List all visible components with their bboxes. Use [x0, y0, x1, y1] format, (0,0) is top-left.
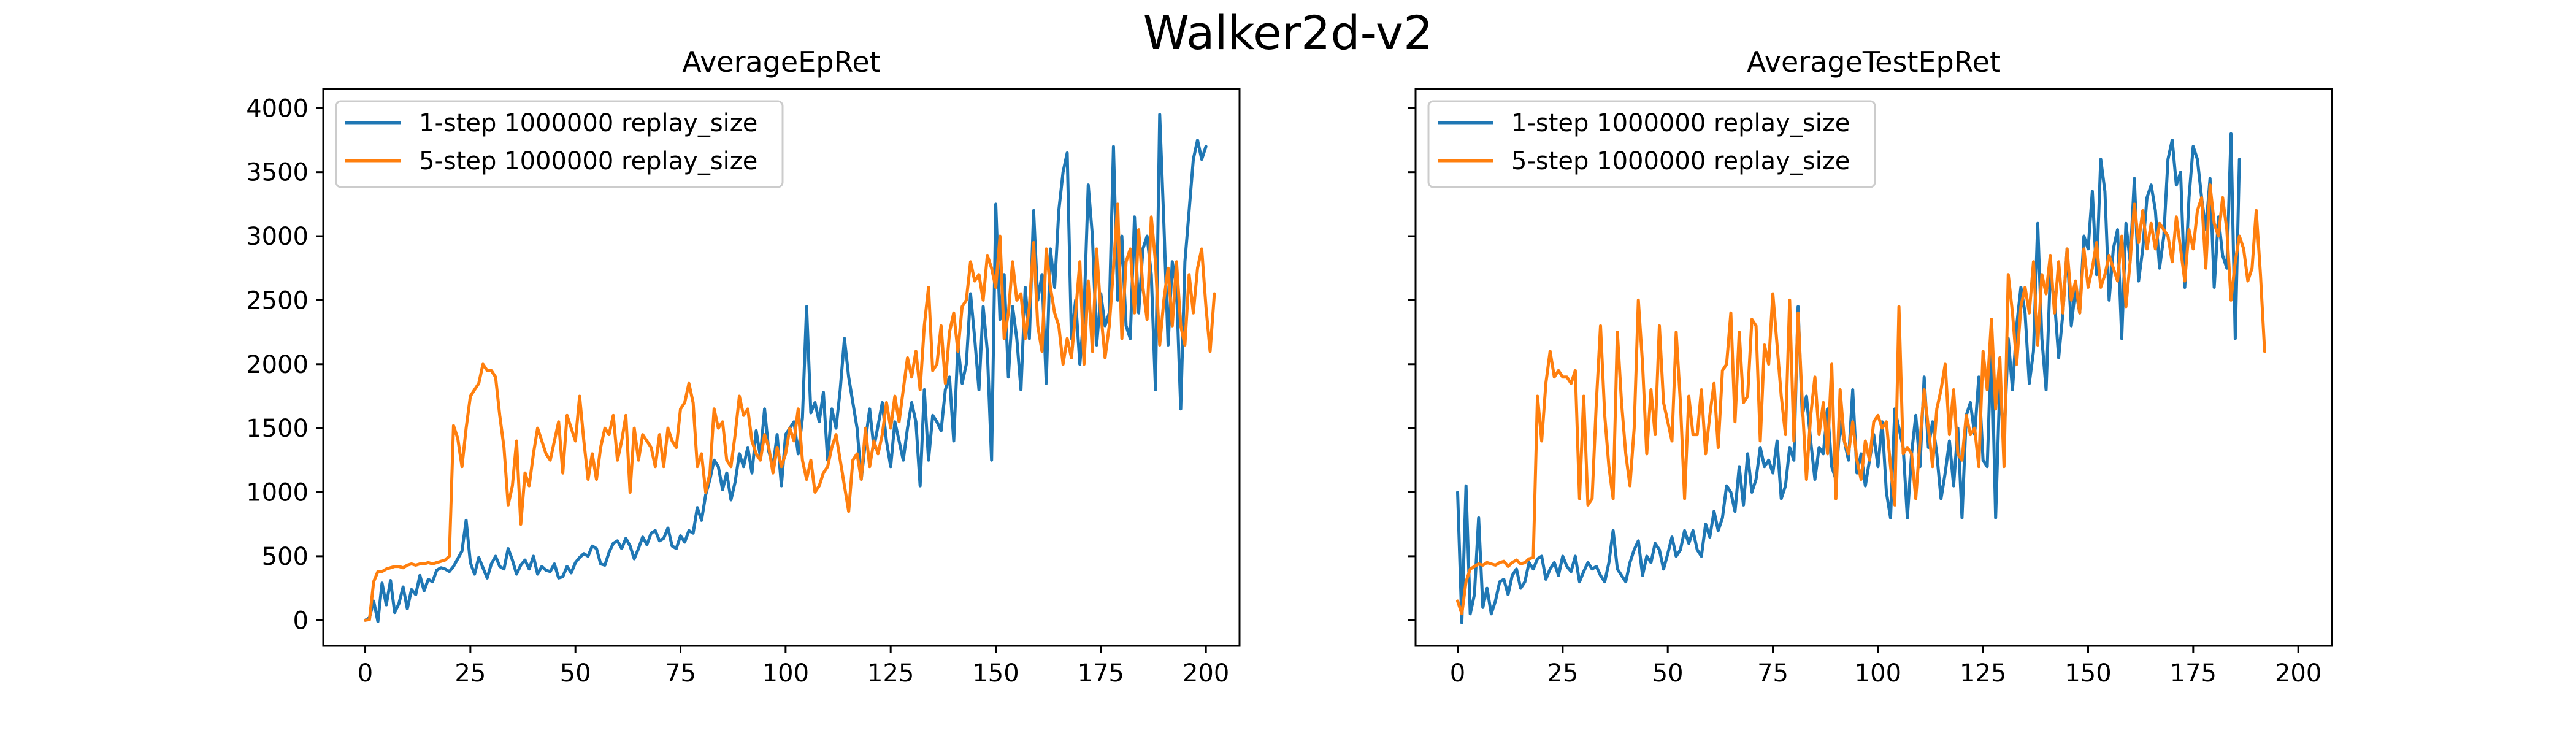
x-tick-label: 150 [2064, 659, 2111, 688]
x-tick-label: 175 [2170, 659, 2217, 688]
x-tick-label: 200 [1183, 659, 1229, 688]
series-line-2 [1456, 183, 2266, 616]
y-tick-label: 0 [293, 607, 309, 635]
legend-label-1: 1-step 1000000 replay_size [419, 109, 757, 137]
tick-layer: 0 25 50 75 100 125 150 175 200 [1408, 107, 2321, 688]
x-tick-label: 50 [560, 659, 591, 688]
panel-average-ep-ret: AverageEpRet 0 25 50 75 100 125 150 175 20005001… [246, 45, 1241, 688]
y-tick-label: 2000 [246, 351, 309, 379]
legend-box [335, 100, 784, 188]
y-tick-label: 1500 [246, 415, 309, 443]
x-tick-label: 75 [665, 659, 696, 688]
x-tick-label: 0 [358, 659, 373, 688]
x-tick-label: 100 [1855, 659, 1901, 688]
legend: 1-step 1000000 replay_size 5-step 100000… [1427, 100, 1876, 188]
x-tick-label: 175 [1078, 659, 1124, 688]
axes-frame [322, 88, 1241, 647]
x-tick-label: 25 [454, 659, 486, 688]
x-tick-label: 50 [1652, 659, 1684, 688]
x-tick-label: 25 [1547, 659, 1578, 688]
series-line-1 [364, 113, 1208, 623]
x-tick-label: 150 [972, 659, 1019, 688]
panel-title: AverageEpRet [682, 45, 880, 79]
x-tick-label: 200 [2275, 659, 2321, 688]
x-tick-label: 125 [867, 659, 914, 688]
series-layer [364, 113, 1216, 623]
legend-label-2: 5-step 1000000 replay_size [1511, 147, 1850, 175]
legend-box [1427, 100, 1876, 188]
y-tick-label: 3000 [246, 223, 309, 251]
legend-label-2: 5-step 1000000 replay_size [419, 147, 757, 175]
x-tick-label: 75 [1757, 659, 1788, 688]
y-tick-label: 3500 [246, 159, 309, 187]
series-layer [1456, 132, 2266, 624]
figure-title: Walker2d-v2 [1143, 6, 1433, 60]
axes-frame [1414, 88, 2333, 647]
x-tick-label: 125 [1960, 659, 2006, 688]
panel-average-test-ep-ret: AverageTestEpRet 0 25 50 75 100 125 150 175 200 … [1408, 45, 2333, 688]
legend-label-1: 1-step 1000000 replay_size [1511, 109, 1850, 137]
y-tick-label: 1000 [246, 479, 309, 507]
y-tick-label: 2500 [246, 286, 309, 315]
x-tick-label: 100 [762, 659, 809, 688]
series-line-2 [364, 202, 1216, 622]
tick-layer: 0 25 50 75 100 125 150 175 200050010001500200025… [246, 94, 1229, 688]
y-tick-label: 4000 [246, 94, 309, 123]
y-tick-label: 500 [262, 543, 309, 571]
legend: 1-step 1000000 replay_size 5-step 100000… [335, 100, 784, 188]
panel-title: AverageTestEpRet [1747, 45, 2001, 79]
x-tick-label: 0 [1450, 659, 1465, 688]
series-line-1 [1456, 132, 2241, 624]
